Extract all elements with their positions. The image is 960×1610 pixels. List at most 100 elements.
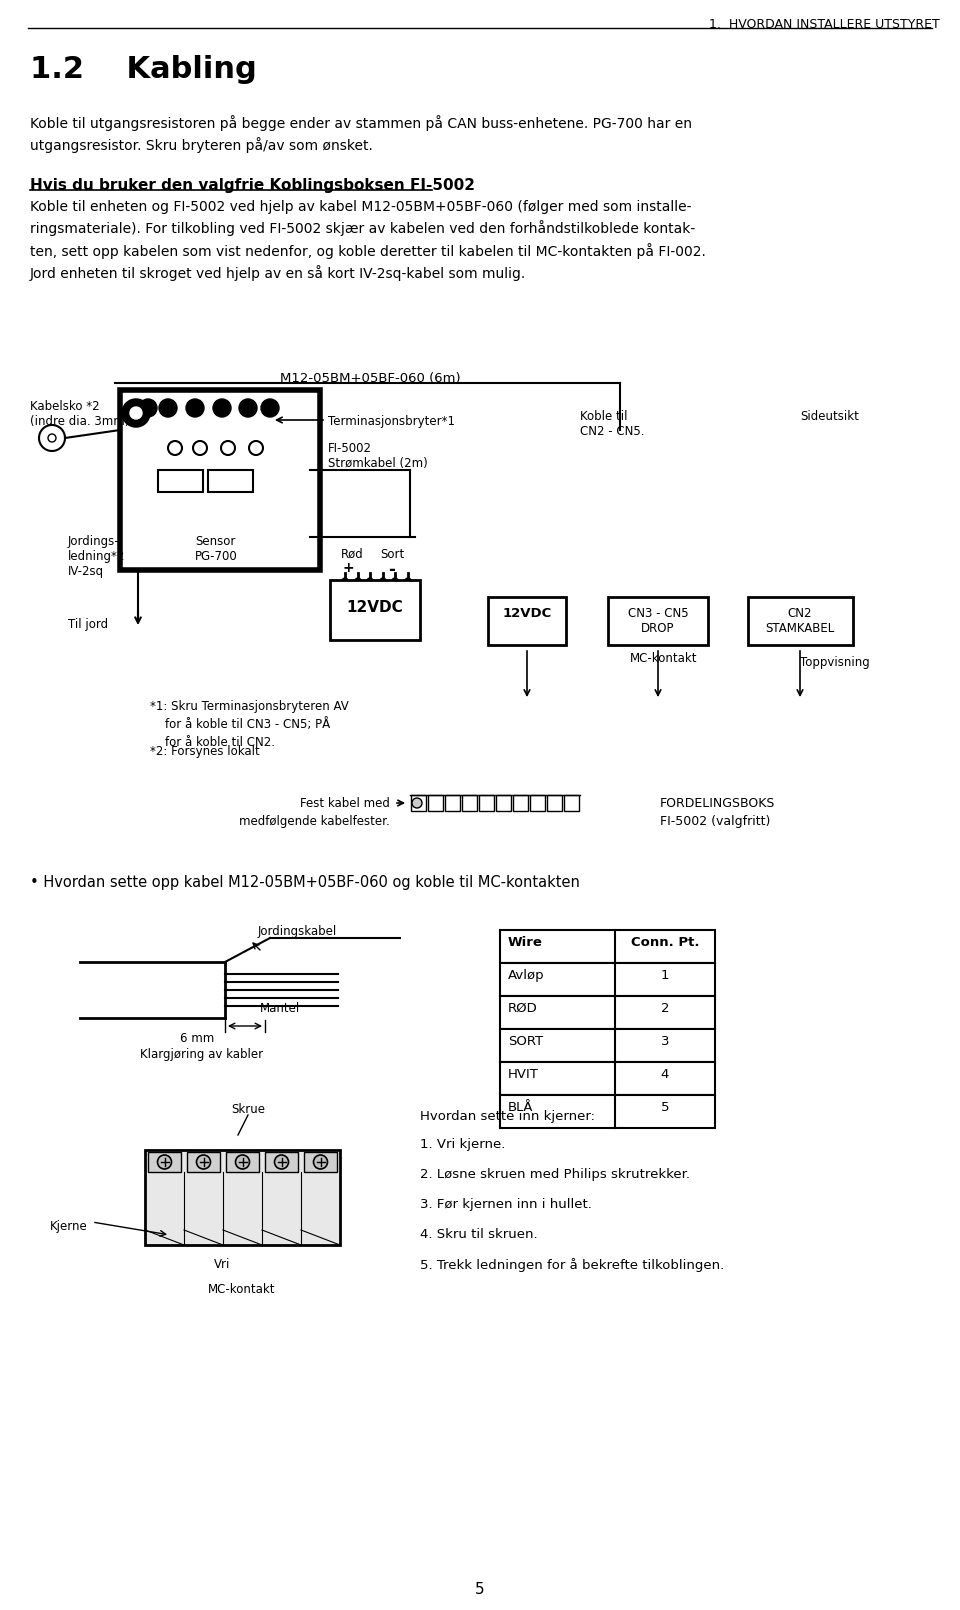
Circle shape	[157, 1154, 172, 1169]
Text: Koble til
CN2 - CN5.: Koble til CN2 - CN5.	[580, 411, 644, 438]
Circle shape	[412, 799, 422, 808]
Bar	[304, 1153, 337, 1172]
Circle shape	[380, 578, 386, 584]
Bar	[513, 795, 528, 811]
Circle shape	[355, 578, 361, 584]
Bar	[496, 795, 511, 811]
Bar	[187, 1153, 220, 1172]
Text: Avløp: Avløp	[508, 969, 544, 982]
Bar	[500, 931, 715, 963]
Text: 12VDC: 12VDC	[502, 607, 552, 620]
Text: Terminasjonsbryter*1: Terminasjonsbryter*1	[328, 415, 455, 428]
Text: 4: 4	[660, 1067, 669, 1080]
Text: Vri: Vri	[214, 1257, 230, 1270]
Circle shape	[275, 1154, 289, 1169]
Text: Toppvisning: Toppvisning	[800, 655, 870, 670]
Bar	[411, 795, 426, 811]
Bar	[445, 795, 460, 811]
Circle shape	[130, 407, 142, 419]
Text: 3: 3	[660, 1035, 669, 1048]
Bar	[748, 597, 853, 646]
Circle shape	[405, 578, 411, 584]
Bar	[148, 1153, 181, 1172]
Text: 1.2    Kabling: 1.2 Kabling	[30, 55, 256, 84]
Bar	[145, 1150, 340, 1245]
Text: M12-05BM+05BF-060 (6m): M12-05BM+05BF-060 (6m)	[279, 372, 460, 385]
Text: CN2
STAMKABEL: CN2 STAMKABEL	[765, 607, 834, 634]
Text: *2: Forsynes lokalt: *2: Forsynes lokalt	[150, 745, 260, 758]
Text: RØD: RØD	[508, 1001, 538, 1014]
Text: -: -	[389, 560, 396, 580]
Circle shape	[261, 399, 279, 417]
Text: 6 mm: 6 mm	[180, 1032, 214, 1045]
Text: Jordings-
ledning*2
IV-2sq: Jordings- ledning*2 IV-2sq	[68, 535, 126, 578]
Text: Rød: Rød	[341, 547, 364, 560]
Text: 12VDC: 12VDC	[347, 601, 403, 615]
Text: 5. Trekk ledningen for å bekrefte tilkoblingen.: 5. Trekk ledningen for å bekrefte tilkob…	[420, 1257, 724, 1272]
Text: 5: 5	[475, 1583, 485, 1597]
Bar	[226, 1153, 259, 1172]
Text: 1: 1	[660, 969, 669, 982]
Circle shape	[235, 1154, 250, 1169]
Circle shape	[367, 578, 373, 584]
Text: Sort: Sort	[380, 547, 404, 560]
Bar	[158, 470, 203, 493]
Bar	[564, 795, 579, 811]
Text: 1. Vri kjerne.: 1. Vri kjerne.	[420, 1138, 505, 1151]
Text: Klargjøring av kabler: Klargjøring av kabler	[140, 1048, 263, 1061]
Text: Kjerne: Kjerne	[50, 1220, 88, 1233]
Circle shape	[342, 578, 348, 584]
Bar	[530, 795, 545, 811]
Text: FI-5002
Strømkabel (2m): FI-5002 Strømkabel (2m)	[328, 443, 428, 470]
Text: Fest kabel med
medfølgende kabelfester.: Fest kabel med medfølgende kabelfester.	[239, 797, 390, 828]
Text: Conn. Pt.: Conn. Pt.	[631, 935, 699, 948]
Text: Mantel: Mantel	[260, 1001, 300, 1014]
Text: FORDELINGSBOKS
FI-5002 (valgfritt): FORDELINGSBOKS FI-5002 (valgfritt)	[660, 797, 776, 828]
Text: +: +	[342, 560, 354, 575]
Text: Til jord: Til jord	[68, 618, 108, 631]
Bar	[547, 795, 562, 811]
Text: Jordingskabel: Jordingskabel	[258, 926, 337, 939]
Circle shape	[139, 399, 157, 417]
Bar	[120, 390, 320, 570]
Text: MC-kontakt: MC-kontakt	[630, 652, 698, 665]
Text: Koble til enheten og FI-5002 ved hjelp av kabel M12-05BM+05BF-060 (følger med so: Koble til enheten og FI-5002 ved hjelp a…	[30, 200, 706, 282]
Bar	[488, 597, 566, 646]
Text: Kabelsko *2
(indre dia. 3mm): Kabelsko *2 (indre dia. 3mm)	[30, 399, 130, 428]
Bar	[500, 1063, 715, 1095]
Text: SORT: SORT	[508, 1035, 543, 1048]
Text: Wire: Wire	[508, 935, 542, 948]
Text: Hvordan sette inn kjerner:: Hvordan sette inn kjerner:	[420, 1109, 595, 1124]
Bar	[500, 963, 715, 997]
Circle shape	[314, 1154, 327, 1169]
Bar	[462, 795, 477, 811]
Circle shape	[159, 399, 177, 417]
Text: *1: Skru Terminasjonsbryteren AV
    for å koble til CN3 - CN5; PÅ
    for å kob: *1: Skru Terminasjonsbryteren AV for å k…	[150, 700, 348, 749]
Text: Sensor
PG-700: Sensor PG-700	[195, 535, 238, 563]
Text: • Hvordan sette opp kabel M12-05BM+05BF-060 og koble til MC-kontakten: • Hvordan sette opp kabel M12-05BM+05BF-…	[30, 874, 580, 890]
Circle shape	[392, 578, 398, 584]
Text: MC-kontakt: MC-kontakt	[208, 1283, 276, 1296]
Text: Koble til utgangsresistoren på begge ender av stammen på CAN buss-enhetene. PG-7: Koble til utgangsresistoren på begge end…	[30, 114, 692, 153]
Bar	[500, 1095, 715, 1129]
Text: Hvis du bruker den valgfrie Koblingsboksen FI-5002: Hvis du bruker den valgfrie Koblingsboks…	[30, 179, 475, 193]
Text: 2: 2	[660, 1001, 669, 1014]
Circle shape	[197, 1154, 210, 1169]
Bar	[608, 597, 708, 646]
Text: 4. Skru til skruen.: 4. Skru til skruen.	[420, 1228, 538, 1241]
Circle shape	[213, 399, 231, 417]
Text: 5: 5	[660, 1101, 669, 1114]
Text: BLÅ: BLÅ	[508, 1101, 534, 1114]
Bar	[208, 470, 253, 493]
Text: 1.  HVORDAN INSTALLERE UTSTYRET: 1. HVORDAN INSTALLERE UTSTYRET	[709, 18, 940, 31]
Circle shape	[186, 399, 204, 417]
Bar	[500, 997, 715, 1029]
Bar	[428, 795, 443, 811]
Text: 2. Løsne skruen med Philips skrutrekker.: 2. Løsne skruen med Philips skrutrekker.	[420, 1167, 690, 1182]
Text: CN3 - CN5
DROP: CN3 - CN5 DROP	[628, 607, 688, 634]
Bar	[500, 1029, 715, 1063]
Text: HVIT: HVIT	[508, 1067, 539, 1080]
Bar	[330, 580, 420, 641]
Bar	[265, 1153, 298, 1172]
Circle shape	[123, 399, 149, 427]
